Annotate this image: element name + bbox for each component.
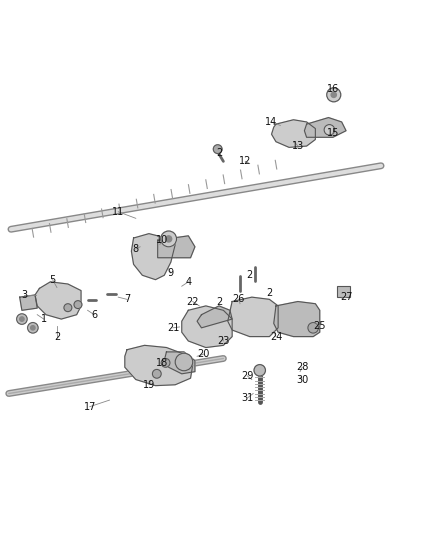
Text: 11: 11 [112,207,124,217]
Circle shape [213,145,222,154]
Text: 21: 21 [167,323,179,333]
Text: 18: 18 [156,358,168,368]
Circle shape [175,353,193,371]
Circle shape [161,359,170,367]
Text: 3: 3 [21,290,27,300]
Text: 16: 16 [327,84,339,94]
Text: 5: 5 [49,274,56,285]
Polygon shape [125,345,193,386]
Text: 24: 24 [270,332,282,342]
Circle shape [20,317,24,321]
Text: 2: 2 [216,148,222,158]
Polygon shape [158,236,195,258]
Text: 23: 23 [217,336,230,346]
Text: 12: 12 [239,156,251,166]
Text: 26: 26 [233,294,245,304]
Polygon shape [272,120,315,147]
Polygon shape [182,306,232,348]
Text: 2: 2 [54,332,60,342]
Text: 22: 22 [187,296,199,306]
Text: 25: 25 [314,321,326,330]
Circle shape [327,88,341,102]
Text: 4: 4 [185,277,191,287]
Text: 17: 17 [84,402,96,411]
Text: 13: 13 [292,141,304,151]
Polygon shape [131,233,175,280]
Text: 20: 20 [198,349,210,359]
Circle shape [166,236,172,242]
Text: 15: 15 [327,128,339,138]
Text: 1: 1 [41,314,47,324]
Circle shape [28,322,38,333]
Text: 14: 14 [265,117,278,127]
Circle shape [324,125,335,135]
Circle shape [161,231,177,247]
Text: 28: 28 [296,362,308,372]
Polygon shape [35,282,81,319]
Polygon shape [164,352,195,374]
Polygon shape [304,118,346,138]
Text: 2: 2 [247,270,253,280]
Text: 30: 30 [296,375,308,385]
FancyBboxPatch shape [337,286,350,297]
Polygon shape [228,297,278,336]
Text: 7: 7 [124,294,130,304]
Circle shape [74,301,82,309]
Polygon shape [274,302,320,336]
Text: 2: 2 [216,296,222,306]
Circle shape [152,369,161,378]
Circle shape [331,92,336,98]
Polygon shape [197,306,232,328]
Circle shape [31,326,35,330]
Text: 27: 27 [340,292,352,302]
Circle shape [64,304,72,312]
Circle shape [17,314,27,324]
Text: 10: 10 [156,235,168,245]
Text: 2: 2 [266,288,272,298]
Circle shape [308,322,318,333]
Text: 19: 19 [143,379,155,390]
Text: 29: 29 [241,371,254,381]
Text: 8: 8 [133,244,139,254]
Text: 9: 9 [168,268,174,278]
Text: 6: 6 [91,310,97,320]
Text: 31: 31 [241,393,254,403]
Circle shape [254,365,265,376]
Polygon shape [20,295,37,310]
